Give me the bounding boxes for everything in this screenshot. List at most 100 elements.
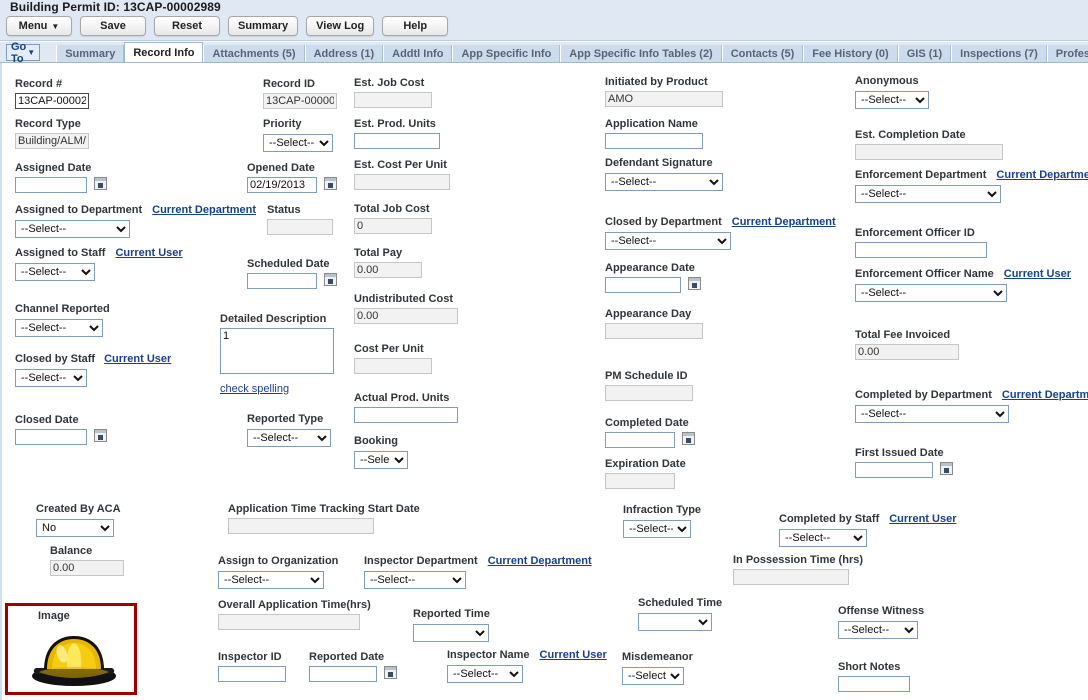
misdemeanor-label: Misdemeanor <box>622 651 693 663</box>
total-pay-label: Total Pay <box>354 247 403 259</box>
assigned-to-department-select[interactable]: --Select-- <box>15 220 130 238</box>
current-department-link[interactable]: Current Department <box>1001 389 1088 401</box>
application-name-input[interactable] <box>605 133 703 149</box>
current-department-link[interactable]: Current Department <box>731 216 836 228</box>
completed-by-staff-select[interactable]: --Select-- <box>779 529 867 547</box>
go-to-button[interactable]: Go To ▼ <box>6 41 41 65</box>
completed-date-input[interactable] <box>605 432 675 448</box>
closed-by-staff-select[interactable]: --Select-- <box>15 369 87 387</box>
overall-application-time-input <box>218 614 360 630</box>
reset-button[interactable]: Reset <box>154 16 220 36</box>
priority-select[interactable]: --Select-- <box>263 134 333 152</box>
undistributed-cost-label: Undistributed Cost <box>354 293 453 305</box>
calendar-icon[interactable] <box>94 429 108 443</box>
enforcement-officer-name-select[interactable]: --Select-- <box>855 284 1007 302</box>
booking-select[interactable]: --Selec <box>354 451 408 469</box>
detailed-description-textarea[interactable]: 1 <box>220 328 334 374</box>
tab-inspections[interactable]: Inspections (7) <box>951 45 1047 62</box>
save-button[interactable]: Save <box>80 16 146 36</box>
tab-contacts[interactable]: Contacts (5) <box>721 45 804 62</box>
anonymous-select[interactable]: --Select-- <box>855 91 929 109</box>
assigned-to-staff-select[interactable]: --Select-- <box>15 263 95 281</box>
assigned-date-label: Assigned Date <box>15 162 92 174</box>
assign-to-organization-select[interactable]: --Select-- <box>218 571 324 589</box>
inspector-name-label: Inspector Name <box>447 649 530 661</box>
record-number-input[interactable] <box>15 93 89 109</box>
opened-date-input[interactable] <box>247 177 317 193</box>
current-department-link[interactable]: Current Department <box>487 555 592 567</box>
inspector-department-select[interactable]: --Select-- <box>364 571 466 589</box>
detailed-description-label: Detailed Description <box>220 313 327 325</box>
booking-label: Booking <box>354 435 398 447</box>
appearance-date-input[interactable] <box>605 277 681 293</box>
app-time-tracking-start-date-input <box>228 518 374 534</box>
tab-professional[interactable]: Profes <box>1046 45 1088 62</box>
status-input <box>267 219 333 235</box>
tab-fee-history[interactable]: Fee History (0) <box>803 45 898 62</box>
current-department-link[interactable]: Current Department <box>996 169 1088 181</box>
calendar-icon[interactable] <box>384 666 398 680</box>
assigned-date-input[interactable] <box>15 177 87 193</box>
menu-button[interactable]: Menu ▼ <box>6 16 72 36</box>
enforcement-department-select[interactable]: --Select-- <box>855 185 1001 203</box>
channel-reported-select[interactable]: --Select-- <box>15 319 103 337</box>
summary-button[interactable]: Summary <box>228 16 299 36</box>
closed-by-department-select[interactable]: --Select-- <box>605 232 731 250</box>
current-user-link[interactable]: Current User <box>104 353 172 365</box>
est-completion-date-label: Est. Completion Date <box>855 129 966 141</box>
calendar-icon[interactable] <box>682 432 696 446</box>
current-department-link[interactable]: Current Department <box>152 204 257 216</box>
tab-app-specific-info-tables[interactable]: App Specific Info Tables (2) <box>560 45 722 62</box>
enforcement-officer-id-input[interactable] <box>855 242 987 258</box>
calendar-icon[interactable] <box>688 277 702 291</box>
first-issued-date-input[interactable] <box>855 462 933 478</box>
scheduled-date-label: Scheduled Date <box>247 258 330 270</box>
assigned-to-staff-label: Assigned to Staff <box>15 247 106 259</box>
image-panel[interactable]: Image <box>5 603 137 695</box>
tab-gis[interactable]: GIS (1) <box>897 45 952 62</box>
calendar-icon[interactable] <box>94 177 108 191</box>
reported-date-input[interactable] <box>309 666 377 682</box>
tab-record-info[interactable]: Record Info <box>124 42 204 62</box>
inspector-id-input[interactable] <box>218 666 286 682</box>
defendant-signature-select[interactable]: --Select-- <box>605 173 723 191</box>
current-user-link[interactable]: Current User <box>889 513 957 525</box>
tab-app-specific-info[interactable]: App Specific Info <box>452 45 561 62</box>
infraction-type-select[interactable]: --Select-- <box>623 520 691 538</box>
reported-type-select[interactable]: --Select-- <box>247 429 331 447</box>
tab-attachments[interactable]: Attachments (5) <box>203 45 305 62</box>
current-user-link[interactable]: Current User <box>1003 268 1072 280</box>
inspector-department-label: Inspector Department <box>364 555 478 567</box>
reported-time-select[interactable] <box>413 624 489 642</box>
calendar-icon[interactable] <box>940 462 954 476</box>
assign-to-organization-label: Assign to Organization <box>218 555 339 567</box>
current-user-link[interactable]: Current User <box>115 247 183 259</box>
completed-by-department-select[interactable]: --Select-- <box>855 405 1009 423</box>
check-spelling-link[interactable]: check spelling <box>220 383 290 395</box>
offense-witness-select[interactable]: --Select-- <box>838 621 918 639</box>
tab-summary[interactable]: Summary <box>56 45 125 62</box>
enforcement-officer-name-label: Enforcement Officer Name <box>855 268 994 280</box>
tab-addtl-info[interactable]: Addtl Info <box>383 45 453 62</box>
calendar-icon[interactable] <box>324 273 338 287</box>
inspector-name-select[interactable]: --Select-- <box>447 665 523 683</box>
short-notes-input[interactable] <box>838 676 910 692</box>
calendar-icon[interactable] <box>324 177 338 191</box>
tab-address[interactable]: Address (1) <box>304 45 384 62</box>
est-prod-units-input[interactable] <box>354 133 440 149</box>
view-log-button[interactable]: View Log <box>306 16 375 36</box>
overall-application-time-label: Overall Application Time(hrs) <box>218 599 371 611</box>
closed-date-input[interactable] <box>15 429 87 445</box>
actual-prod-units-input[interactable] <box>354 407 458 423</box>
pm-schedule-id-label: PM Schedule ID <box>605 370 688 382</box>
created-by-aca-select[interactable]: No <box>36 519 114 537</box>
scheduled-time-label: Scheduled Time <box>638 597 723 609</box>
scheduled-time-select[interactable] <box>638 613 712 631</box>
current-user-link[interactable]: Current User <box>539 649 607 661</box>
in-possession-time-label: In Possession Time (hrs) <box>733 554 864 566</box>
misdemeanor-select[interactable]: --Select-- <box>622 667 684 685</box>
actual-prod-units-label: Actual Prod. Units <box>354 392 450 404</box>
scheduled-date-input[interactable] <box>247 273 317 289</box>
defendant-signature-label: Defendant Signature <box>605 157 713 169</box>
help-button[interactable]: Help <box>382 16 449 36</box>
